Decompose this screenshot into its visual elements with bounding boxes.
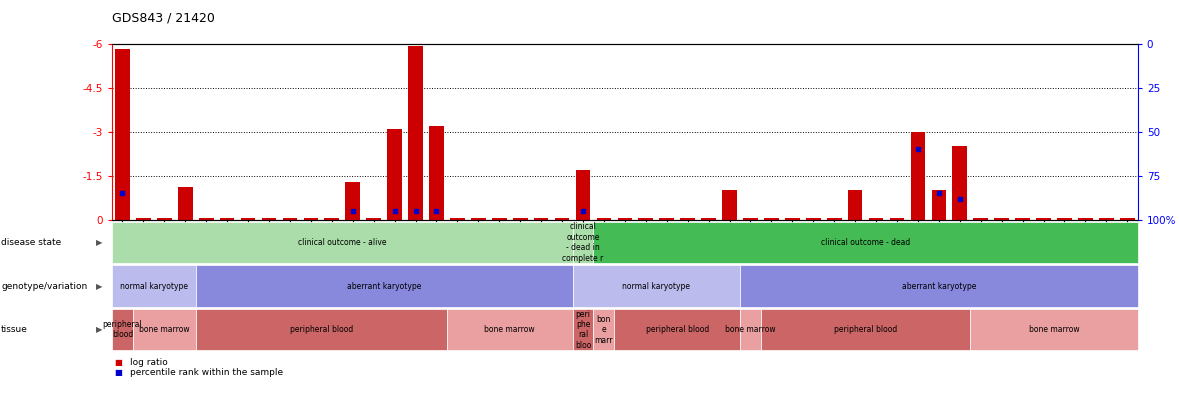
Bar [639,218,653,220]
Text: bone marrow: bone marrow [485,325,535,334]
Bar [492,218,507,220]
Text: peripheral blood: peripheral blood [834,325,897,334]
Bar [470,218,486,220]
Bar [408,46,423,220]
Bar [1015,218,1030,220]
Bar [764,218,778,220]
Text: bon
e
marr: bon e marr [594,315,613,345]
Bar [890,218,904,220]
Bar [931,190,947,220]
Bar [702,218,716,220]
Bar [618,218,632,220]
Text: normal karyotype: normal karyotype [623,282,690,291]
Text: bone marrow: bone marrow [139,325,190,334]
Text: ▶: ▶ [95,282,103,291]
Bar [1058,218,1072,220]
Text: log ratio: log ratio [130,358,167,367]
Text: normal karyotype: normal karyotype [120,282,187,291]
Bar [575,170,591,220]
Bar [659,218,674,220]
Text: peripheral blood: peripheral blood [646,325,709,334]
Bar [387,129,402,220]
Bar [450,218,465,220]
Text: ▶: ▶ [95,238,103,247]
Bar [974,218,988,220]
Bar [1036,218,1050,220]
Bar [953,147,967,220]
Bar [157,218,172,220]
Bar [910,131,926,220]
Text: aberrant karyotype: aberrant karyotype [347,282,421,291]
Bar [283,218,297,220]
Bar [199,218,213,220]
Bar [262,218,276,220]
Bar [869,218,883,220]
Bar [513,218,527,220]
Bar [345,182,360,220]
Text: bone marrow: bone marrow [1029,325,1079,334]
Text: ▶: ▶ [95,325,103,334]
Text: clinical
outcome
- dead in
complete r: clinical outcome - dead in complete r [562,223,604,263]
Bar [994,218,1009,220]
Bar [429,126,443,220]
Bar [303,218,318,220]
Text: peri
phe
ral
bloo: peri phe ral bloo [575,310,591,350]
Text: bone marrow: bone marrow [725,325,776,334]
Text: peripheral
blood: peripheral blood [103,320,143,339]
Bar [219,218,235,220]
Text: clinical outcome - alive: clinical outcome - alive [298,238,387,247]
Bar [1120,218,1134,220]
Bar [723,190,737,220]
Bar [806,218,821,220]
Bar [1078,218,1093,220]
Bar [848,190,863,220]
Bar [1099,218,1114,220]
Bar [136,218,151,220]
Text: percentile rank within the sample: percentile rank within the sample [130,368,283,377]
Text: clinical outcome - dead: clinical outcome - dead [821,238,910,247]
Bar [367,218,381,220]
Bar [534,218,548,220]
Text: GDS843 / 21420: GDS843 / 21420 [112,12,215,25]
Bar [324,218,340,220]
Text: disease state: disease state [1,238,61,247]
Bar [680,218,694,220]
Bar [241,218,256,220]
Bar [597,218,611,220]
Text: peripheral blood: peripheral blood [290,325,353,334]
Text: ■: ■ [114,358,123,367]
Bar [555,218,569,220]
Text: ■: ■ [114,368,123,377]
Bar [826,218,842,220]
Bar [116,50,130,220]
Text: tissue: tissue [1,325,28,334]
Bar [178,187,192,220]
Bar [785,218,799,220]
Text: genotype/variation: genotype/variation [1,282,87,291]
Bar [743,218,758,220]
Text: aberrant karyotype: aberrant karyotype [902,282,976,291]
